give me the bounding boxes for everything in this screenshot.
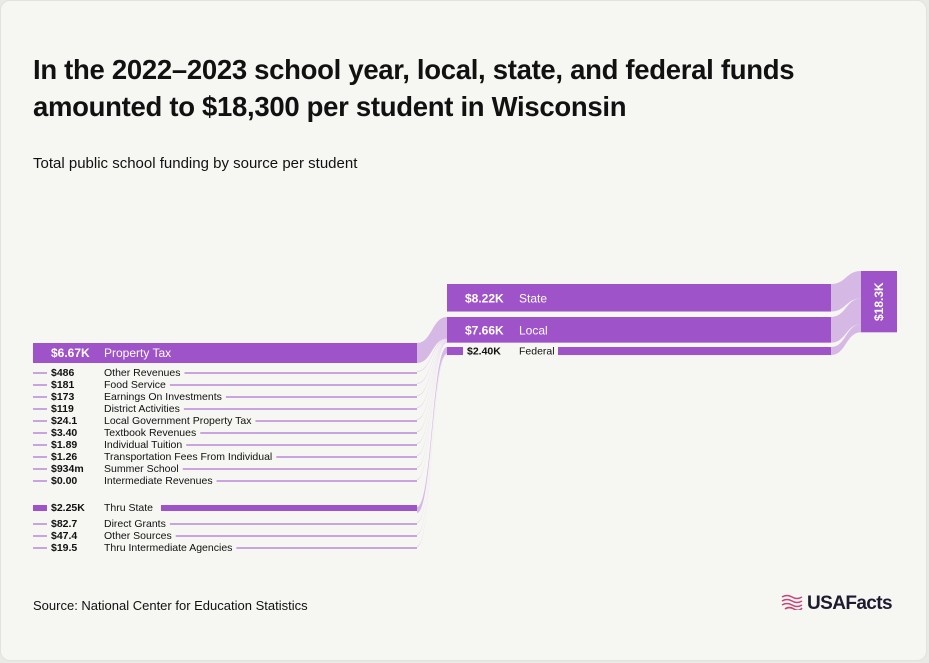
- name-local-8: Transportation Fees From Individual: [104, 451, 272, 463]
- ribbon-local-total: [831, 298, 861, 343]
- source-note: Source: National Center for Education St…: [33, 598, 308, 613]
- ribbon-federal-3: [417, 353, 447, 547]
- ribbon-federal-1: [417, 353, 447, 523]
- ribbon-local-7: [417, 341, 447, 444]
- name-federal-2: Other Sources: [104, 530, 172, 542]
- name-federal-1: Direct Grants: [104, 518, 166, 530]
- name-local: Local: [519, 323, 548, 337]
- value-federal-1: $82.7: [51, 518, 77, 530]
- name-local-10: Intermediate Revenues: [104, 475, 213, 487]
- value-state: $8.22K: [465, 291, 504, 305]
- chart-title: In the 2022–2023 school year, local, sta…: [33, 54, 795, 122]
- total-label: $18.3K: [872, 282, 886, 321]
- name-local-5: Local Government Property Tax: [104, 415, 252, 427]
- ribbon-local-5: [417, 341, 447, 420]
- value-local-4: $119: [51, 403, 74, 415]
- value-local-8: $1.26: [51, 451, 77, 463]
- name-federal: Federal: [519, 346, 555, 358]
- ribbon-state-total: [831, 271, 861, 312]
- ribbon-local-6: [417, 341, 447, 432]
- value-local-0: $6.67K: [51, 346, 90, 360]
- name-federal-3: Thru Intermediate Agencies: [104, 542, 232, 554]
- ribbon-federal-0: [417, 347, 447, 513]
- bar-local-0: [33, 343, 417, 363]
- name-local-4: District Activities: [104, 403, 180, 415]
- bar-state: [447, 284, 831, 312]
- logo-text: USAFacts: [807, 593, 893, 614]
- ribbon-local-0: [417, 317, 447, 363]
- value-local-1: $486: [51, 367, 75, 379]
- ribbon-local-4: [417, 341, 447, 408]
- bar-federal: [447, 347, 463, 356]
- name-local-1: Other Revenues: [104, 367, 180, 379]
- ribbon-federal-2: [417, 353, 447, 535]
- bar-federal-0-stub: [33, 505, 47, 511]
- value-federal-2: $47.4: [51, 530, 77, 542]
- total-node: [861, 271, 897, 333]
- bar-federal-0: [161, 505, 417, 511]
- ribbon-local-1: [417, 338, 447, 372]
- chart-subtitle: Total public school funding by source pe…: [33, 155, 358, 172]
- usafacts-logo[interactable]: USAFacts: [781, 593, 893, 615]
- value-federal-0: $2.25K: [51, 502, 85, 514]
- value-federal-3: $19.5: [51, 542, 77, 554]
- name-federal-0: Thru State: [104, 502, 153, 514]
- name-local-6: Textbook Revenues: [104, 427, 196, 439]
- value-local-5: $24.1: [51, 415, 77, 427]
- value-local: $7.66K: [465, 323, 504, 337]
- value-local-9: $934m: [51, 463, 84, 475]
- bar-local: [447, 317, 831, 343]
- ribbon-local-8: [417, 341, 447, 456]
- ribbon-local-10: [417, 342, 447, 480]
- flag-icon: [781, 594, 803, 615]
- value-local-3: $173: [51, 391, 75, 403]
- name-local-2: Food Service: [104, 379, 166, 391]
- ribbon-local-9: [417, 341, 447, 468]
- value-local-2: $181: [51, 379, 75, 391]
- name-local-7: Individual Tuition: [104, 439, 182, 451]
- name-local-3: Earnings On Investments: [104, 391, 222, 403]
- ribbon-local-2: [417, 340, 447, 384]
- name-state: State: [519, 291, 547, 305]
- value-local-7: $1.89: [51, 439, 77, 451]
- value-local-6: $3.40: [51, 427, 77, 439]
- name-local-0: Property Tax: [104, 346, 171, 360]
- value-local-10: $0.00: [51, 475, 77, 487]
- ribbon-federal-total: [831, 324, 861, 356]
- ribbon-local-3: [417, 340, 447, 396]
- value-federal: $2.40K: [467, 346, 501, 358]
- bar-federal-tail: [558, 347, 831, 356]
- name-local-9: Summer School: [104, 463, 179, 475]
